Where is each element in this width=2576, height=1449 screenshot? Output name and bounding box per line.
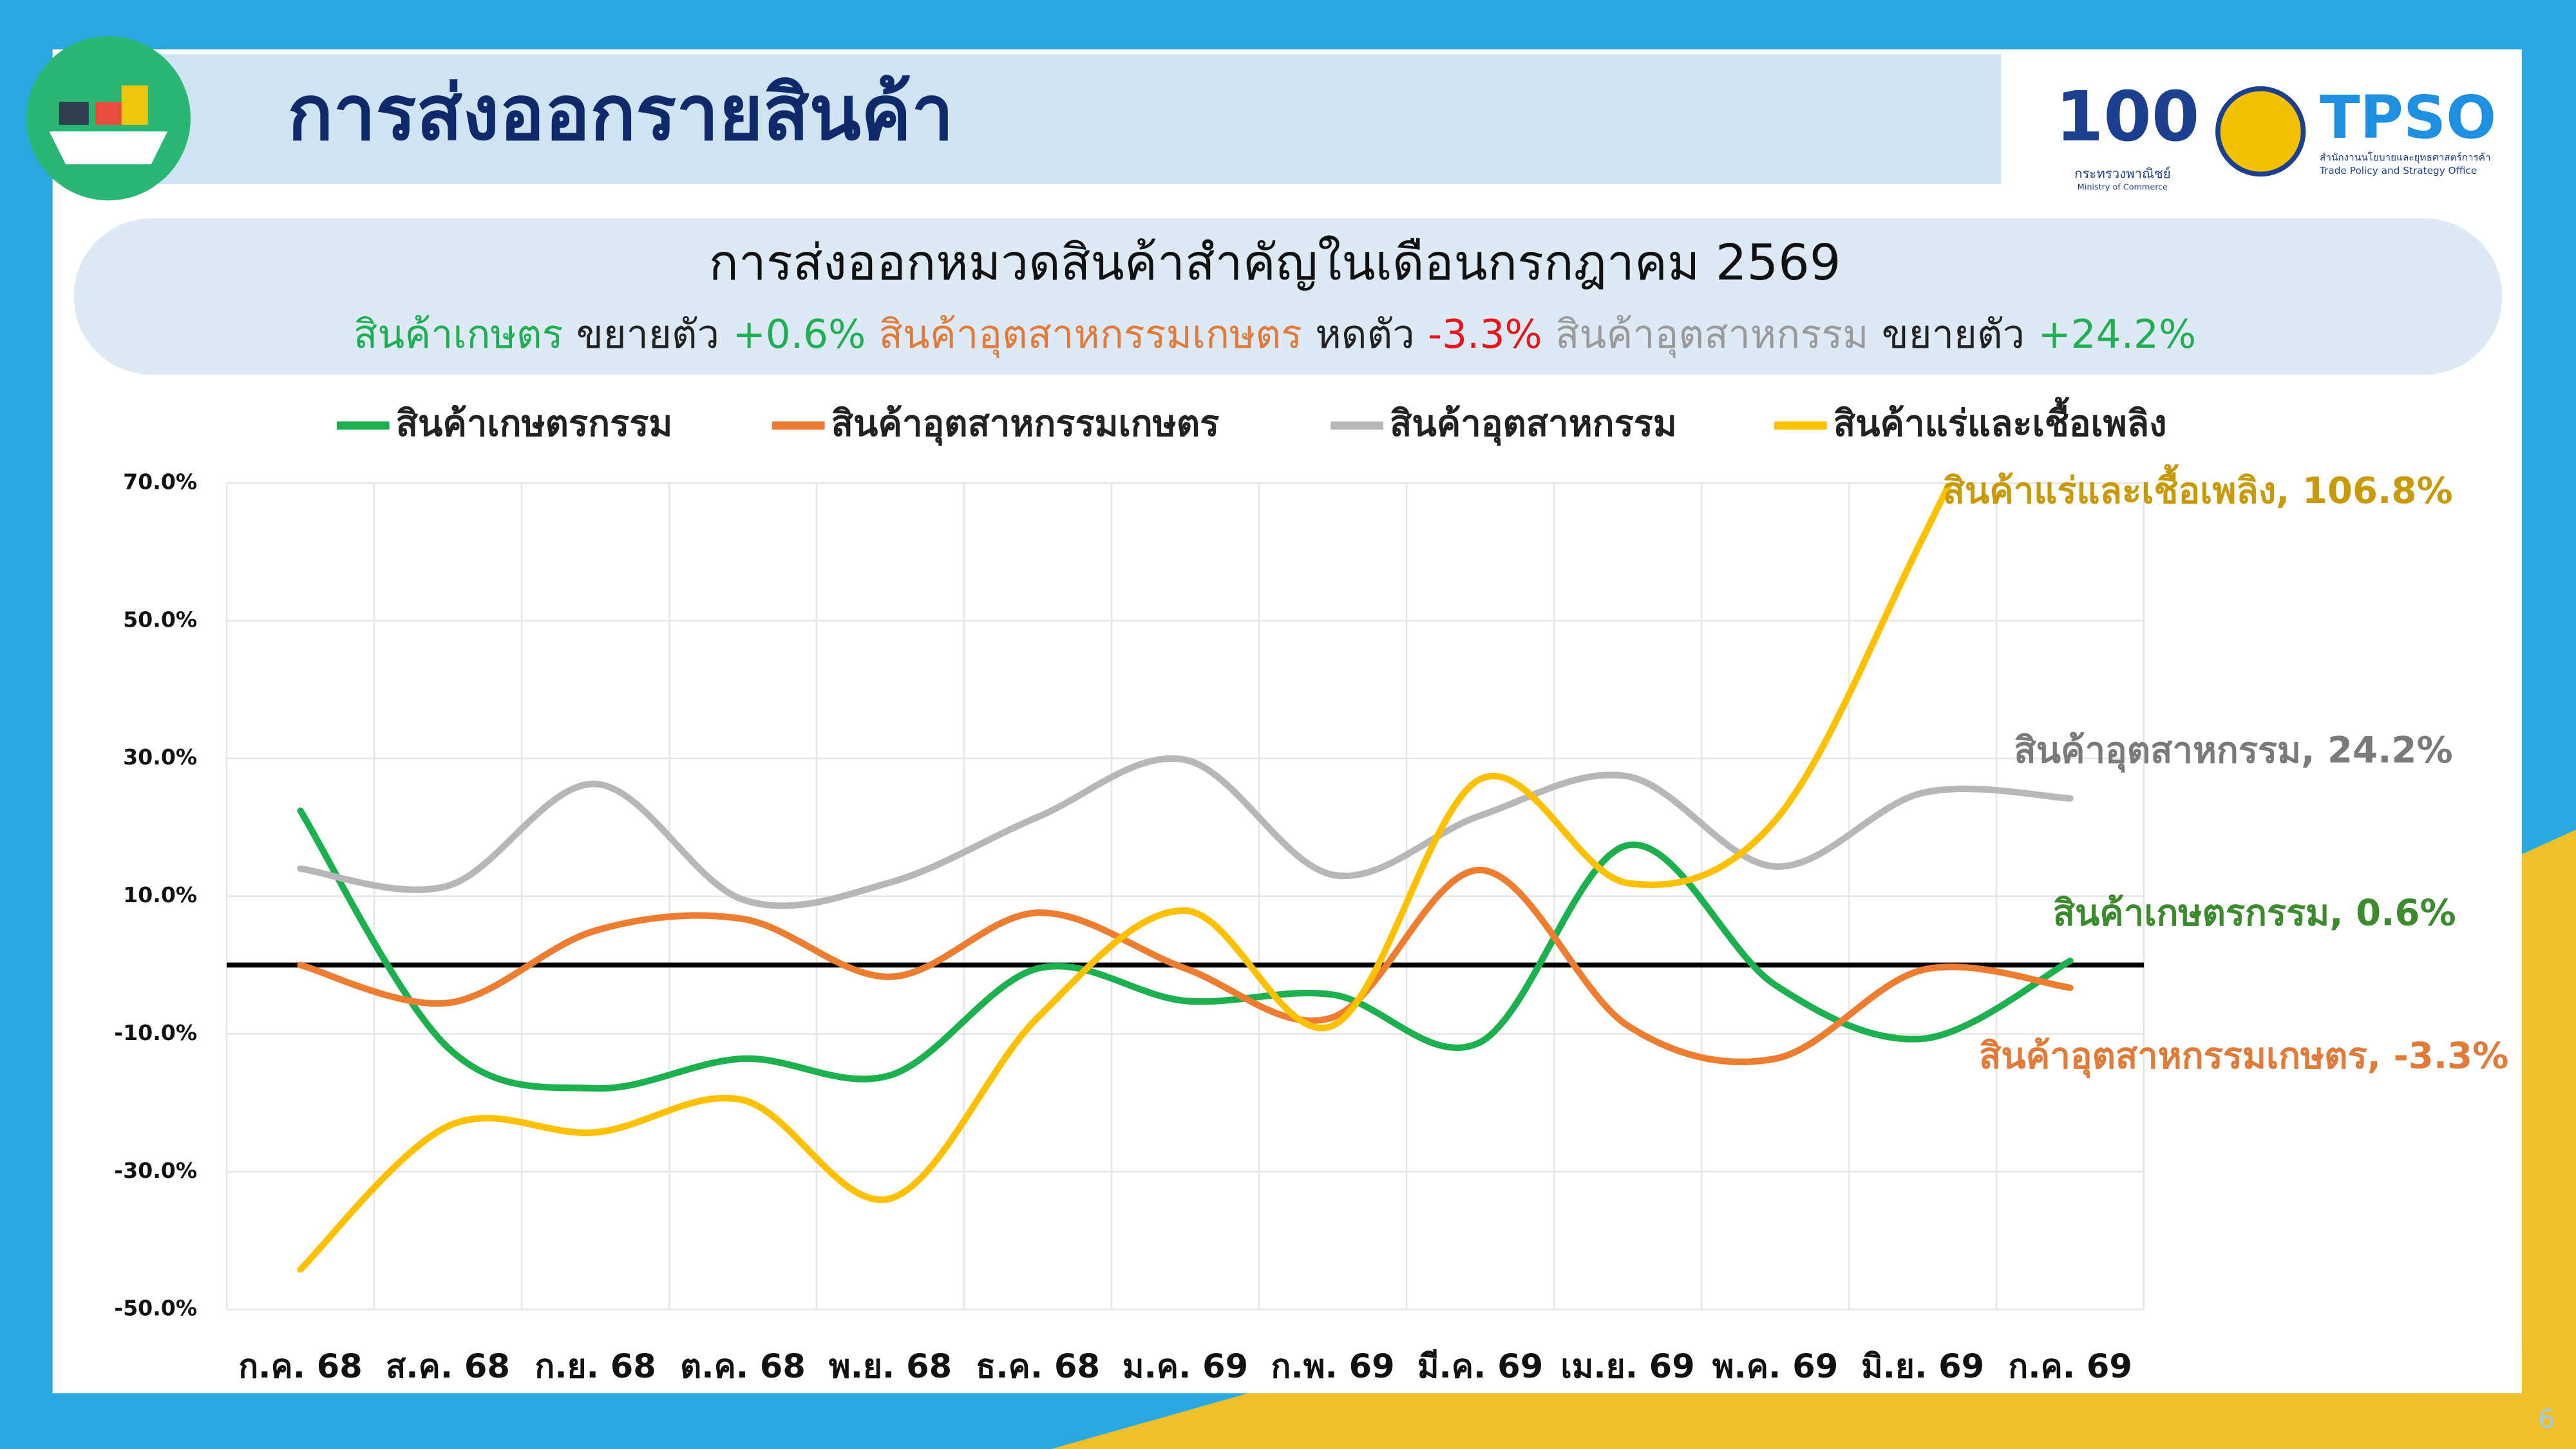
legend-label: สินค้าเกษตรกรรม: [396, 402, 673, 444]
subtitle-pill: [73, 218, 2503, 375]
summary-part: สินค้าเกษตร: [354, 312, 564, 357]
page-title: การส่งออกรายสินค้า: [287, 69, 954, 157]
icon-box: [121, 85, 148, 125]
x-tick-label: ก.ย. 68: [535, 1348, 656, 1386]
y-tick-label: 10.0%: [123, 882, 197, 907]
y-tick-label: 30.0%: [123, 744, 197, 770]
annotation: สินค้าอุตสาหกรรมเกษตร, -3.3%: [1979, 1035, 2508, 1078]
x-tick-label: เม.ย. 69: [1560, 1348, 1694, 1386]
x-tick-label: พ.ย. 68: [829, 1348, 952, 1386]
x-tick-label: พ.ค. 69: [1712, 1348, 1838, 1386]
summary-part: ขยายตัว: [1882, 312, 2025, 357]
series-line: [297, 755, 2074, 909]
summary-part: +0.6%: [732, 312, 866, 357]
logo-number: 100: [2056, 77, 2200, 157]
legend-label: สินค้าแร่และเชื้อเพลิง: [1833, 396, 2167, 444]
y-tick-label: 70.0%: [123, 469, 197, 495]
x-tick-label: ม.ค. 69: [1122, 1348, 1248, 1386]
summary-part: สินค้าอุตสาหกรรม: [1555, 312, 1868, 358]
logo-ministry-th: กระทรวงพาณิชย์: [2074, 166, 2171, 181]
y-tick-label: 50.0%: [123, 607, 197, 632]
summary: สินค้าเกษตร ขยายตัว +0.6% สินค้าอุตสาหกรรมเ…: [354, 312, 2196, 358]
logo-agency: TPSO: [2320, 83, 2496, 152]
legend-label: สินค้าอุตสาหกรรม: [1390, 402, 1677, 446]
x-tick-label: ก.พ. 69: [1271, 1348, 1395, 1386]
header-band: [99, 54, 2002, 184]
logo-ministry-en: Ministry of Commerce: [2078, 182, 2168, 192]
chart-title: การส่งออกหมวดสินค้าสำคัญในเดือนกรกฎาคม 2…: [709, 234, 1841, 292]
plot-area: [297, 483, 2074, 1273]
icon-box: [95, 102, 122, 125]
series-line: [297, 807, 2074, 1092]
summary-part: -3.3%: [1428, 312, 1542, 357]
series-line: [297, 866, 2074, 1065]
x-tick-label: ส.ค. 68: [386, 1348, 510, 1386]
annotation: สินค้าเกษตรกรรม, 0.6%: [2053, 893, 2456, 934]
x-tick-label: ก.ค. 69: [2008, 1348, 2132, 1386]
logo-agency-th: สำนักงานนโยบายและยุทธศาสตร์การค้า: [2320, 151, 2491, 164]
annotation: สินค้าแร่และเชื้อเพลิง, 106.8%: [1943, 464, 2453, 512]
x-tick-label: มี.ค. 69: [1417, 1348, 1543, 1386]
summary-part: สินค้าอุตสาหกรรมเกษตร: [879, 312, 1302, 358]
logo-seal: [2215, 86, 2306, 177]
y-tick-label: -10.0%: [114, 1020, 197, 1045]
annotation: สินค้าอุตสาหกรรม, 24.2%: [2014, 730, 2452, 773]
x-tick-label: ก.ค. 68: [238, 1348, 363, 1386]
summary-part: หดตัว: [1315, 312, 1414, 357]
series-line: [297, 483, 1954, 1273]
y-tick-label: -30.0%: [114, 1158, 197, 1183]
corner-deco: [1051, 1393, 2576, 1449]
y-tick-label: -50.0%: [114, 1296, 197, 1321]
x-tick-label: มิ.ย. 69: [1861, 1348, 1984, 1386]
summary-part: +24.2%: [2038, 312, 2196, 357]
icon-ship: [49, 131, 168, 165]
page-number: 6: [2538, 1404, 2555, 1435]
icon-box: [59, 102, 89, 125]
corner-deco: [2521, 829, 2576, 1449]
summary-part: ขยายตัว: [576, 312, 719, 357]
x-tick-label: ต.ค. 68: [680, 1348, 806, 1386]
x-tick-label: ธ.ค. 68: [976, 1348, 1100, 1386]
legend-label: สินค้าอุตสาหกรรมเกษตร: [831, 402, 1219, 446]
logo-agency-en: Trade Policy and Strategy Office: [2319, 165, 2477, 176]
